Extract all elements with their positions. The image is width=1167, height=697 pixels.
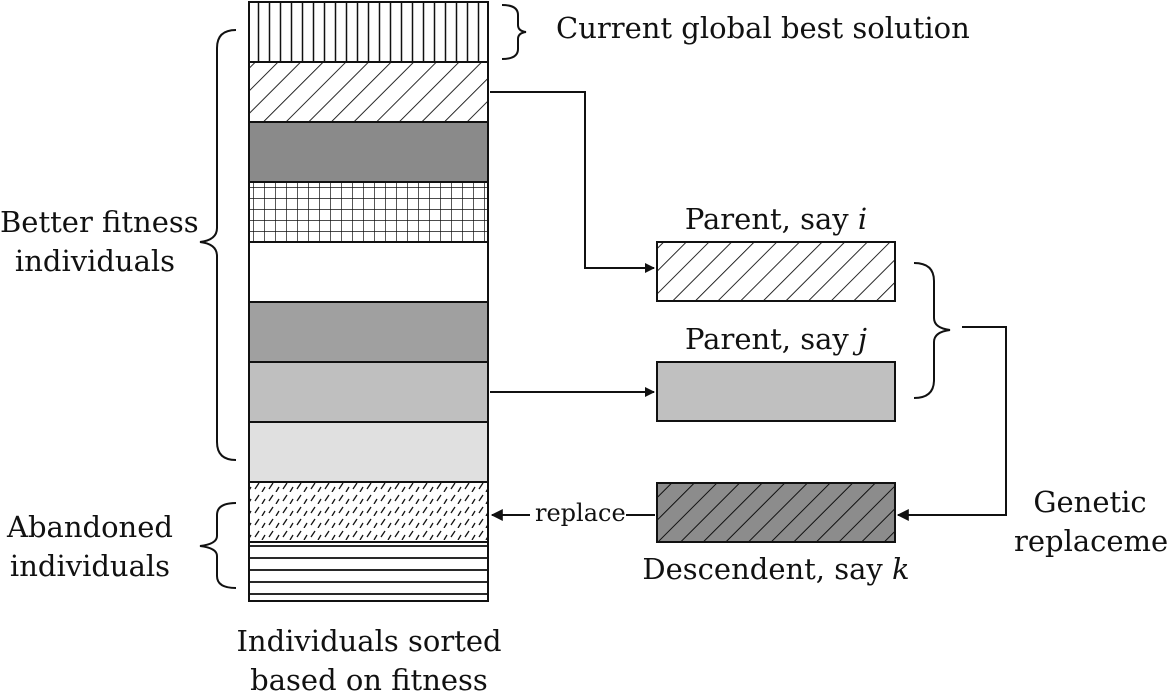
- arrow-genetic-replacement: [896, 326, 1007, 521]
- brace-global-best: [501, 4, 527, 60]
- brace-abandoned: [199, 502, 237, 589]
- population-column: [248, 1, 489, 602]
- parent-i-var: i: [857, 202, 868, 236]
- abandoned-line-2: individuals: [9, 549, 171, 583]
- better-fitness-line-2: individuals: [14, 244, 176, 278]
- brace-parents: [913, 262, 951, 399]
- parent-j-box: [656, 361, 896, 422]
- individual-abandoned-2: [248, 541, 489, 602]
- parent-i-label: Parent, say i: [657, 205, 895, 234]
- individual-3: [248, 121, 489, 183]
- parent-j-var: j: [858, 322, 868, 356]
- parent-i-box: [656, 241, 896, 302]
- descendent-prefix: Descendent, say: [642, 552, 893, 586]
- sorted-line-2: based on fitness: [250, 663, 488, 697]
- abandoned-line-1: Abandoned: [7, 510, 173, 544]
- individual-6: [248, 301, 489, 363]
- sorted-label: Individuals sorted based on fitness: [230, 627, 508, 695]
- individual-abandoned-1: [248, 481, 489, 543]
- individual-5: [248, 241, 489, 303]
- individual-2: [248, 61, 489, 123]
- replace-label: replace: [535, 499, 626, 527]
- genetic-replacement-line-1: Genetic: [1033, 485, 1147, 519]
- individual-8: [248, 421, 489, 483]
- better-fitness-label: Better fitness individuals: [0, 205, 199, 278]
- better-fitness-line-1: Better fitness: [0, 205, 199, 239]
- genetic-replacement-label: Genetic replacement: [1014, 485, 1167, 558]
- parent-j-label: Parent, say j: [657, 325, 895, 354]
- arrow-to-parent-i: [490, 91, 655, 273]
- descendent-var: k: [892, 552, 910, 586]
- descendent-label: Descendent, say k: [640, 555, 912, 584]
- global-best-label: Current global best solution: [556, 11, 970, 45]
- abandoned-label: Abandoned individuals: [0, 513, 180, 581]
- individual-global-best: [248, 1, 489, 63]
- brace-better-fitness: [199, 29, 237, 461]
- sorted-line-1: Individuals sorted: [236, 624, 502, 658]
- individual-7: [248, 361, 489, 423]
- parent-j-prefix: Parent, say: [684, 322, 859, 356]
- parent-i-prefix: Parent, say: [684, 202, 858, 236]
- descendent-box: [656, 482, 896, 543]
- individual-4: [248, 181, 489, 243]
- genetic-replacement-line-2: replacement: [1014, 524, 1167, 558]
